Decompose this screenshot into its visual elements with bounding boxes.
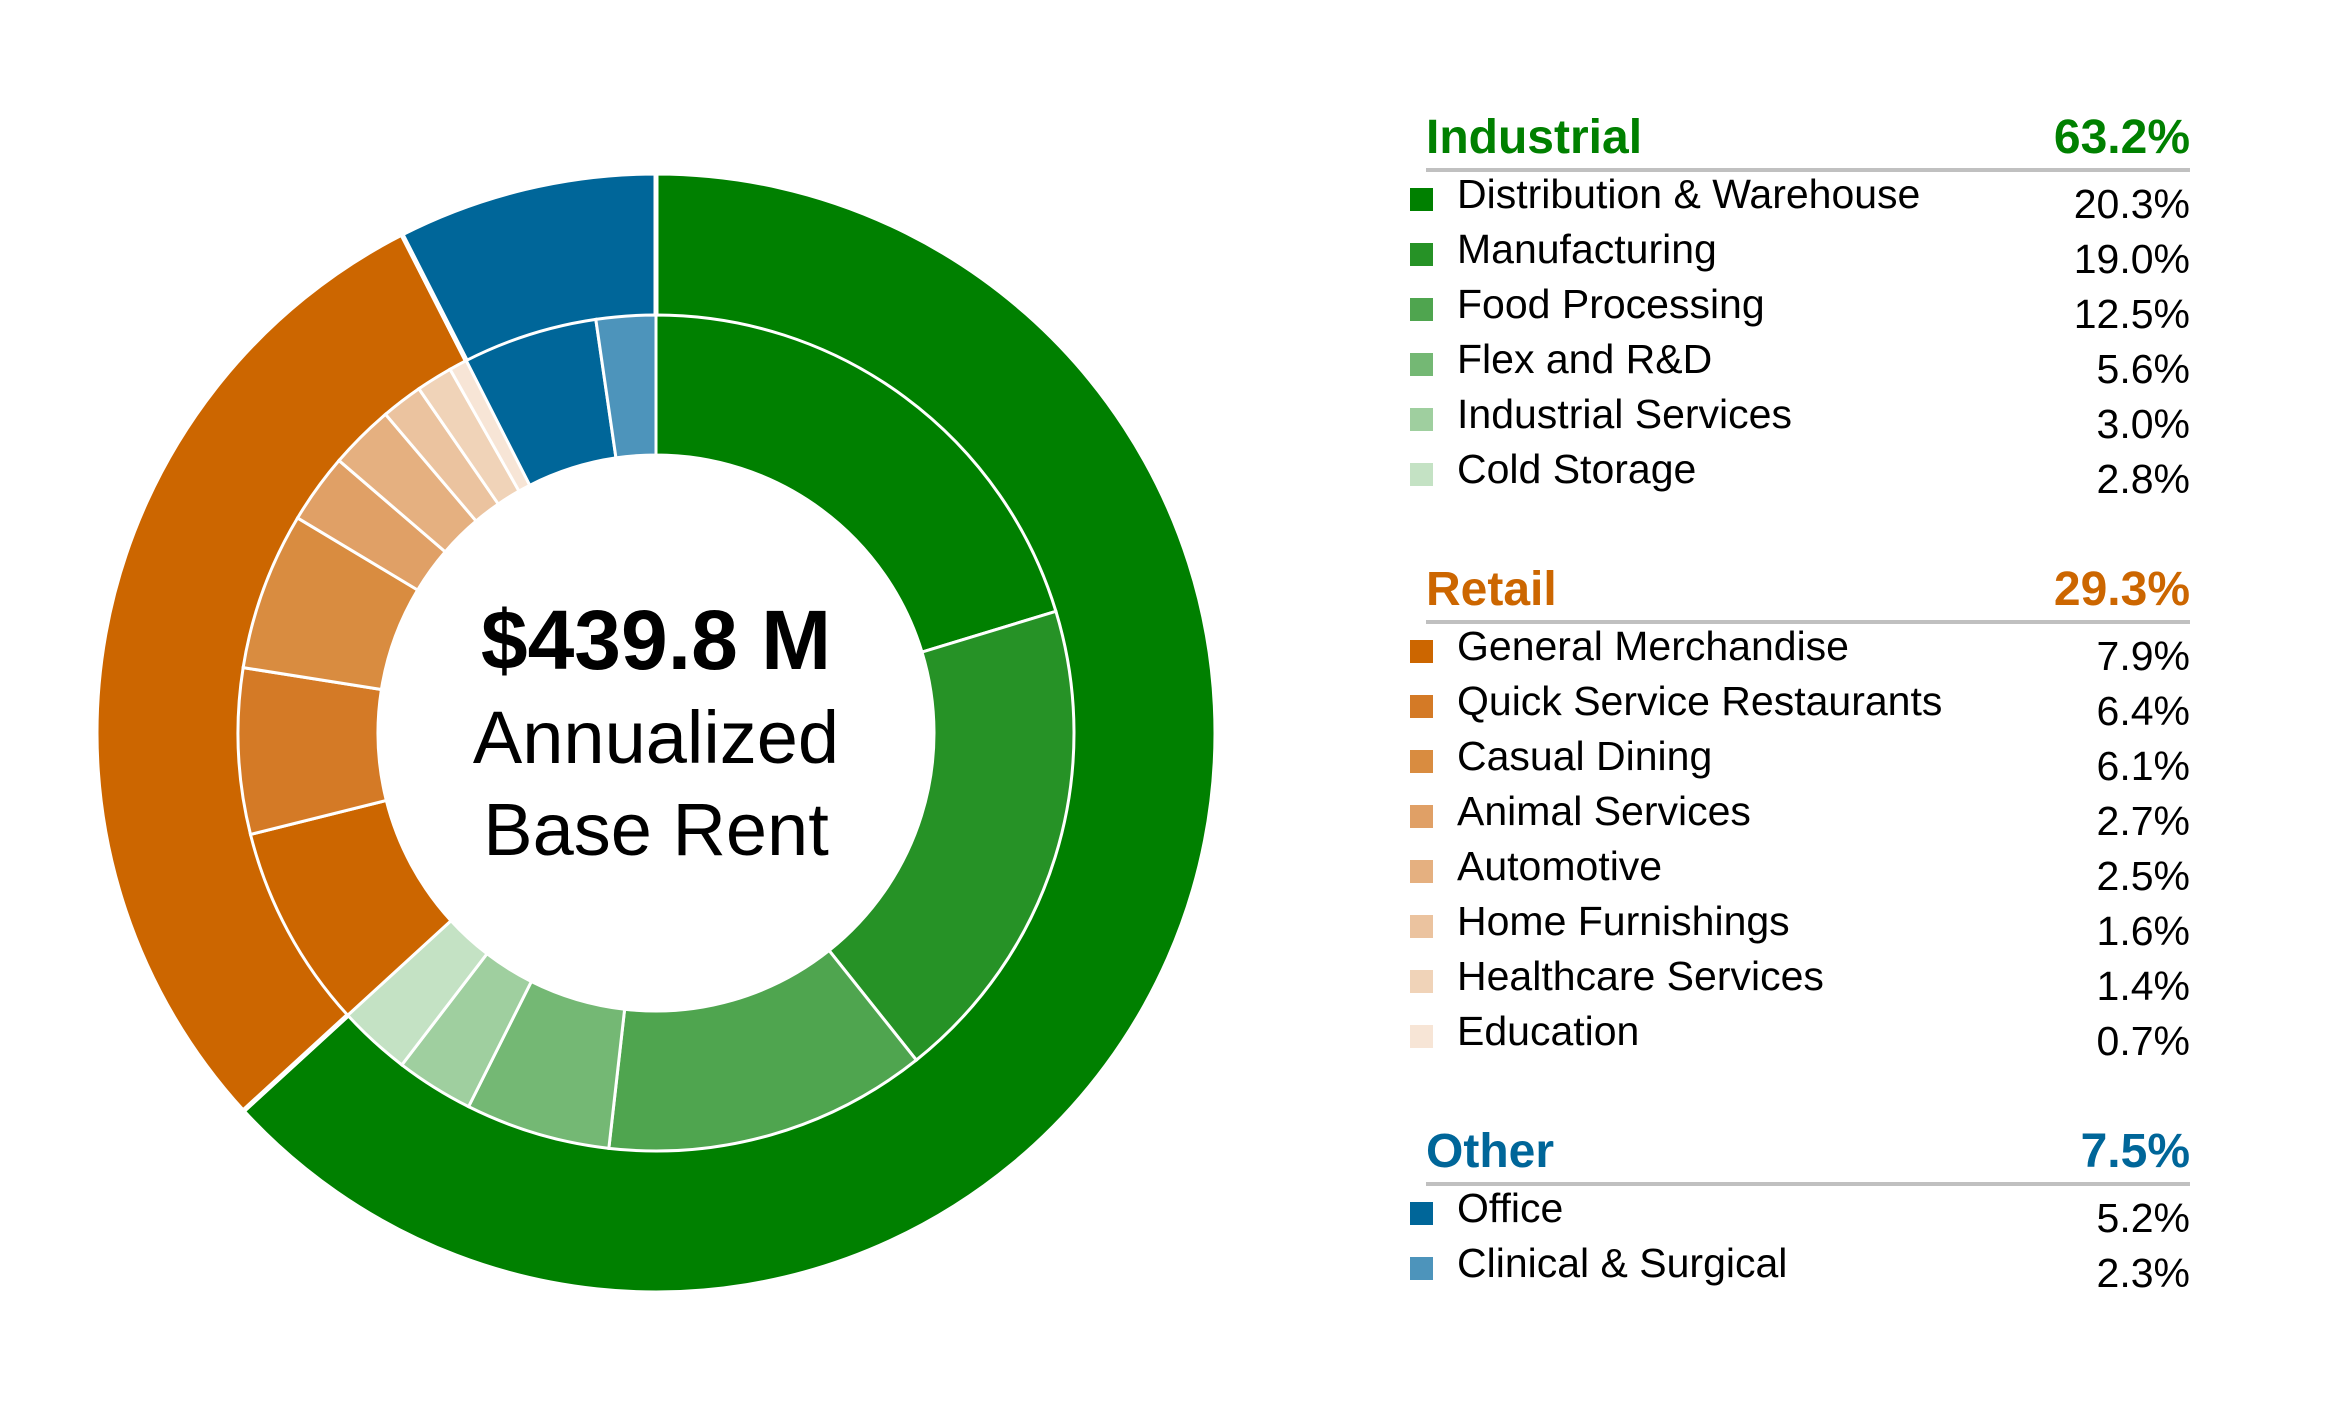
legend-group-other: Other 7.5% Office 5.2% Clinical & Surgica… [1400,1124,2190,1296]
legend-item-label: Industrial Services [1457,391,1792,437]
legend-item: Distribution & Warehouse 20.3% [1400,171,2190,227]
legend-group-header: Other 7.5% [1426,1124,2190,1186]
legend-item: Industrial Services 3.0% [1400,391,2190,447]
legend-item-label: General Merchandise [1457,623,1849,669]
legend-swatch [1410,1025,1433,1048]
legend-item-percent: 20.3% [2073,181,2190,227]
legend-item: Cold Storage 2.8% [1400,446,2190,502]
legend-item-percent: 12.5% [2073,291,2190,337]
legend-item: Casual Dining 6.1% [1400,733,2190,789]
legend-item-percent: 2.7% [2096,798,2190,844]
legend-item-percent: 19.0% [2073,236,2190,282]
legend-swatch [1410,298,1433,321]
legend-item-percent: 5.2% [2096,1195,2190,1241]
legend-swatch [1410,463,1433,486]
legend-item-label: Healthcare Services [1457,953,1824,999]
legend-item-percent: 2.8% [2096,456,2190,502]
legend-group-name: Retail [1426,563,1557,616]
legend-swatch [1410,970,1433,993]
legend-item-label: Clinical & Surgical [1457,1240,1788,1286]
legend-swatch [1410,243,1433,266]
legend: Industrial 63.2% Distribution & Warehous… [1400,110,2190,1356]
legend-swatch [1410,353,1433,376]
legend-item-label: Home Furnishings [1457,898,1790,944]
legend-swatch [1410,1257,1433,1280]
legend-item-label: Casual Dining [1457,733,1713,779]
legend-item: Quick Service Restaurants 6.4% [1400,678,2190,734]
legend-item: Healthcare Services 1.4% [1400,953,2190,1009]
center-label-line1: Annualized [472,696,840,779]
legend-group-percent: 7.5% [2080,1125,2190,1178]
legend-item-label: Education [1457,1008,1640,1054]
legend-group-header: Industrial 63.2% [1426,110,2190,172]
legend-group-percent: 29.3% [2053,563,2190,616]
legend-group-header: Retail 29.3% [1426,562,2190,624]
legend-item: Animal Services 2.7% [1400,788,2190,844]
legend-item-label: Distribution & Warehouse [1457,171,1921,217]
legend-item-percent: 6.1% [2096,743,2190,789]
center-amount: $439.8 M [480,593,832,687]
legend-group-name: Industrial [1426,111,1643,164]
legend-item-label: Office [1457,1185,1564,1231]
outer-ring [93,170,1219,1296]
legend-swatch [1410,695,1433,718]
legend-swatch [1410,915,1433,938]
legend-item-percent: 1.4% [2096,963,2190,1009]
legend-item: Home Furnishings 1.6% [1400,898,2190,954]
legend-item-percent: 7.9% [2096,633,2190,679]
legend-swatch [1410,860,1433,883]
center-hole [378,455,934,1011]
legend-group-industrial: Industrial 63.2% Distribution & Warehous… [1400,110,2190,502]
donut-chart [93,170,1219,1296]
legend-item-percent: 0.7% [2096,1018,2190,1064]
legend-item-percent: 1.6% [2096,908,2190,954]
legend-item: Food Processing 12.5% [1400,281,2190,337]
legend-item-label: Food Processing [1457,281,1765,327]
legend-item-label: Manufacturing [1457,226,1717,272]
legend-swatch [1410,1202,1433,1225]
legend-swatch [1410,805,1433,828]
legend-item: Manufacturing 19.0% [1400,226,2190,282]
legend-item-label: Cold Storage [1457,446,1697,492]
legend-group-name: Other [1426,1125,1555,1178]
legend-item-percent: 2.5% [2096,853,2190,899]
legend-item-percent: 3.0% [2096,401,2190,447]
legend-item-percent: 2.3% [2096,1250,2190,1296]
legend-item: Office 5.2% [1400,1185,2190,1241]
legend-item-label: Flex and R&D [1457,336,1713,382]
legend-group-retail: Retail 29.3% General Merchandise 7.9% Qui… [1400,562,2190,1064]
legend-item-label: Animal Services [1457,788,1751,834]
legend-item-percent: 5.6% [2096,346,2190,392]
legend-item-percent: 6.4% [2096,688,2190,734]
legend-item: Clinical & Surgical 2.3% [1400,1240,2190,1296]
legend-swatch [1410,188,1433,211]
legend-group-percent: 63.2% [2053,111,2190,164]
inner-slice-manufacturing [827,609,1076,1063]
legend-item: General Merchandise 7.9% [1400,623,2190,679]
legend-swatch [1410,750,1433,773]
legend-item-label: Quick Service Restaurants [1457,678,1943,724]
legend-swatch [1410,640,1433,663]
legend-swatch [1410,408,1433,431]
legend-item: Education 0.7% [1400,1008,2190,1064]
center-label-line2: Base Rent [483,788,829,871]
legend-item: Automotive 2.5% [1400,843,2190,899]
legend-item-label: Automotive [1457,843,1663,889]
legend-item: Flex and R&D 5.6% [1400,336,2190,392]
